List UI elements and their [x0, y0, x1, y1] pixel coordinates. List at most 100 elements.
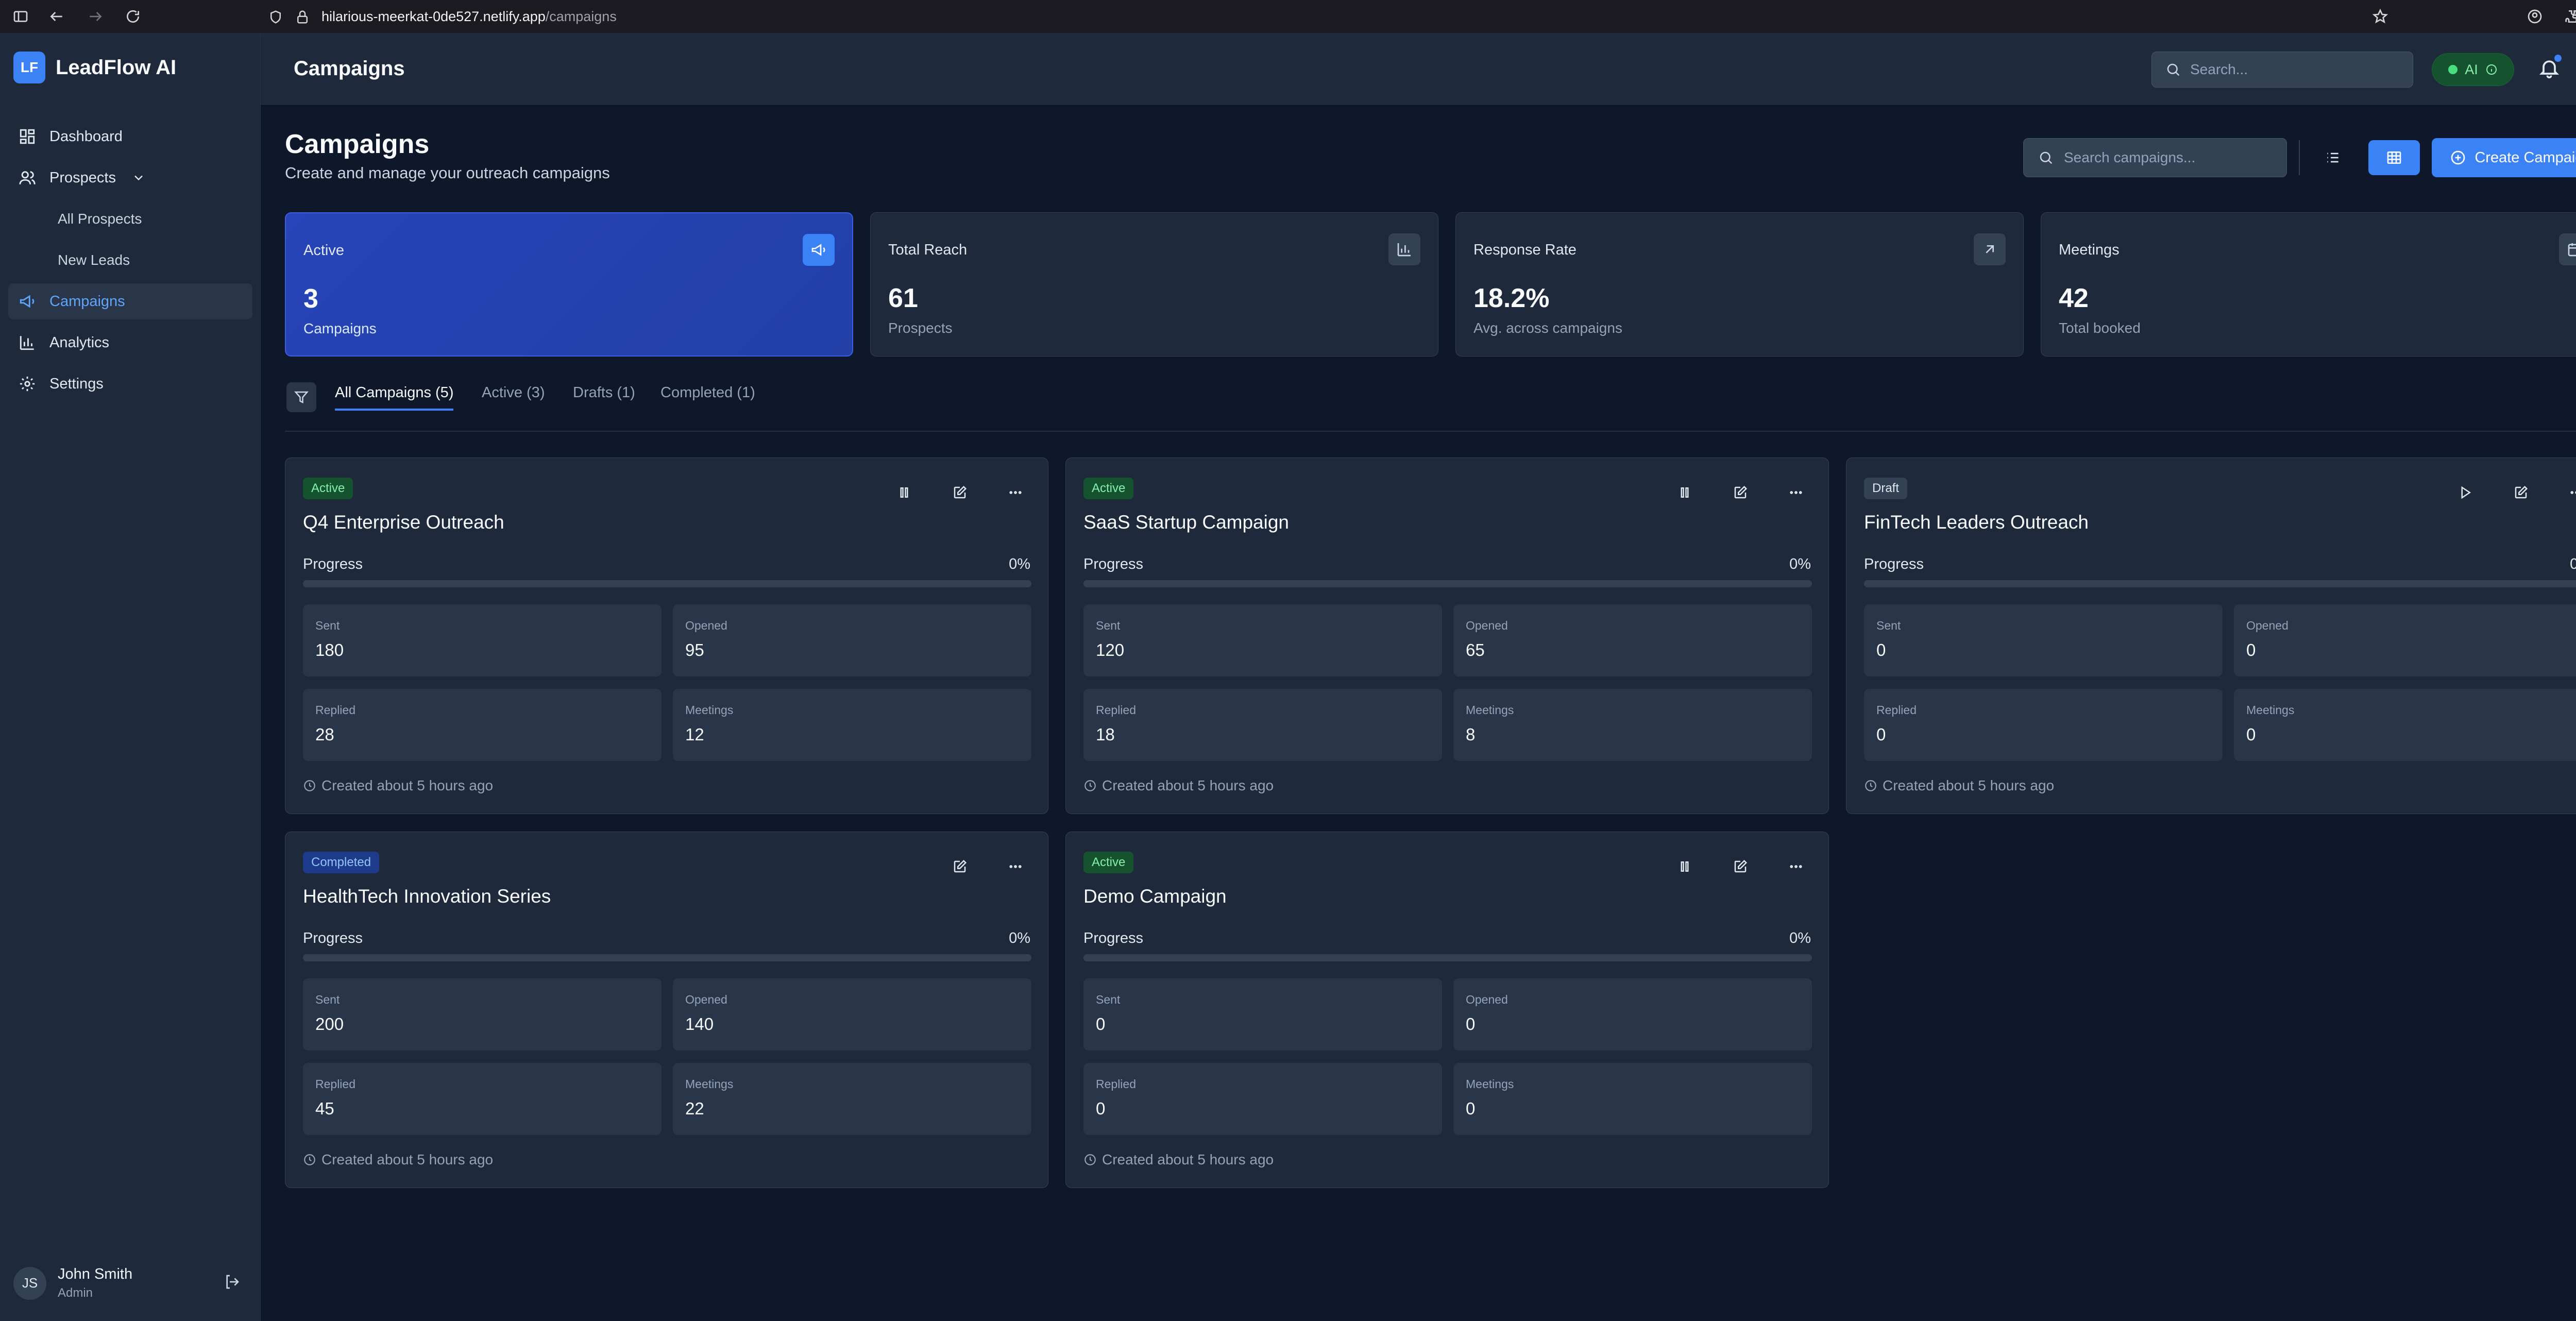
metric-label: Sent	[1876, 619, 1901, 632]
pause-button[interactable]	[1670, 478, 1700, 507]
global-search-input[interactable]: Search...	[2151, 52, 2413, 88]
sidebar-item-campaigns[interactable]: Campaigns	[8, 283, 252, 319]
metric-meetings: Meetings 22	[673, 1063, 1031, 1135]
sidebar-item-dashboard[interactable]: Dashboard	[8, 118, 252, 155]
progress-bar	[1083, 954, 1812, 961]
forward-icon[interactable]	[85, 6, 106, 27]
metric-label: Opened	[1466, 619, 1508, 632]
campaign-name[interactable]: Q4 Enterprise Outreach	[303, 512, 504, 533]
more-horizontal-icon	[1790, 865, 1802, 868]
reload-icon[interactable]	[123, 6, 143, 27]
url-host: hilarious-meerkat-0de527.netlify.app	[321, 9, 546, 24]
progress-value: 0%	[1009, 556, 1030, 572]
edit-button[interactable]	[945, 852, 975, 882]
sidebar-item-all-prospects[interactable]: All Prospects	[8, 201, 252, 237]
sidebar-toggle-icon[interactable]	[10, 6, 31, 27]
extensions-icon[interactable]	[2561, 6, 2576, 27]
metric-label: Sent	[1096, 619, 1121, 632]
stat-sub: Avg. across campaigns	[1473, 320, 1622, 336]
grid-view-button[interactable]	[2368, 140, 2420, 175]
edit-icon	[1734, 485, 1748, 499]
stat-card-total-reach[interactable]: Total Reach 61 Prospects	[870, 212, 1438, 357]
campaign-card[interactable]: Active Q4 Enterprise Outreach Progress 0…	[285, 458, 1048, 814]
created-text: Created about 5 hours ago	[321, 777, 494, 793]
stat-card-response-rate[interactable]: Response Rate 18.2% Avg. across campaign…	[1455, 212, 2024, 357]
campaign-name[interactable]: SaaS Startup Campaign	[1083, 512, 1290, 533]
campaign-name[interactable]: FinTech Leaders Outreach	[1864, 512, 2089, 533]
metric-label: Meetings	[685, 703, 734, 717]
tab-completed[interactable]: Completed (1)	[660, 384, 755, 401]
campaign-card[interactable]: Completed HealthTech Innovation Series P…	[285, 832, 1048, 1188]
edit-button[interactable]	[1725, 852, 1755, 882]
edit-button[interactable]	[1725, 478, 1755, 507]
progress-value: 0%	[1789, 556, 1811, 572]
clock-icon	[1084, 780, 1096, 791]
brand[interactable]: LF LeadFlow AI	[13, 52, 176, 83]
notifications-button[interactable]	[2538, 55, 2562, 82]
avatar[interactable]: JS	[13, 1266, 46, 1300]
lock-icon	[297, 10, 308, 23]
stat-label: Total Reach	[888, 242, 968, 258]
sidebar-item-prospects[interactable]: Prospects	[8, 160, 252, 196]
play-button[interactable]	[2450, 478, 2480, 507]
edit-button[interactable]	[2506, 478, 2536, 507]
sidebar-nav: Dashboard Prospects All Prospects New Le…	[8, 118, 252, 407]
status-badge: Active	[1083, 852, 1134, 873]
clock-icon	[1084, 1154, 1096, 1165]
metric-label: Sent	[315, 993, 340, 1006]
stat-card-meetings[interactable]: Meetings 42 Total booked	[2041, 212, 2576, 357]
more-options-button[interactable]	[1001, 852, 1030, 882]
clock-icon	[304, 1154, 315, 1165]
ai-status-toggle[interactable]: AI	[2432, 53, 2514, 86]
back-icon[interactable]	[46, 6, 67, 27]
card-actions	[945, 852, 1030, 882]
metric-replied: Replied 18	[1083, 689, 1442, 761]
campaign-name[interactable]: Demo Campaign	[1083, 886, 1227, 907]
campaign-search-input[interactable]: Search campaigns...	[2023, 138, 2287, 177]
metric-opened: Opened 140	[673, 978, 1031, 1051]
metric-label: Sent	[1096, 993, 1121, 1006]
logout-button[interactable]	[224, 1274, 240, 1293]
metric-sent: Sent 0	[1864, 604, 2223, 676]
pause-button[interactable]	[1670, 852, 1700, 882]
edit-icon	[954, 485, 967, 499]
more-options-button[interactable]	[1781, 852, 1811, 882]
edit-button[interactable]	[945, 478, 975, 507]
filter-button[interactable]	[286, 382, 316, 412]
pause-button[interactable]	[889, 478, 919, 507]
list-view-button[interactable]	[2307, 140, 2359, 175]
tab-all-campaigns[interactable]: All Campaigns (5)	[335, 384, 454, 411]
sidebar-item-settings[interactable]: Settings	[8, 366, 252, 402]
metric-replied: Replied 45	[303, 1063, 662, 1135]
stat-sub: Prospects	[888, 320, 953, 336]
more-options-button[interactable]	[1001, 478, 1030, 507]
progress-bar	[1864, 580, 2576, 587]
more-options-button[interactable]	[1781, 478, 1811, 507]
create-campaign-label: Create Campaign	[2475, 149, 2576, 166]
campaign-name[interactable]: HealthTech Innovation Series	[303, 886, 551, 907]
bookmark-star-icon[interactable]	[2370, 6, 2391, 27]
account-icon[interactable]	[2524, 6, 2545, 27]
metric-opened: Opened 0	[2234, 604, 2576, 676]
more-options-button[interactable]	[2562, 478, 2576, 507]
campaign-card[interactable]: Active SaaS Startup Campaign Progress 0%…	[1065, 458, 1829, 814]
play-icon	[2461, 486, 2471, 499]
campaign-card[interactable]: Draft FinTech Leaders Outreach Progress …	[1846, 458, 2576, 814]
user-role: Admin	[58, 1286, 93, 1300]
calendar-icon	[2559, 233, 2576, 265]
campaign-card[interactable]: Active Demo Campaign Progress 0% Sent 0 …	[1065, 832, 1829, 1188]
sidebar-item-new-leads[interactable]: New Leads	[8, 242, 252, 278]
metric-label: Meetings	[1466, 1077, 1514, 1091]
filter-icon	[294, 391, 309, 404]
address-bar[interactable]: hilarious-meerkat-0de527.netlify.app/cam…	[268, 0, 617, 33]
shield-icon	[270, 10, 281, 24]
create-campaign-button[interactable]: Create Campaign	[2432, 138, 2576, 177]
stat-value: 18.2%	[1473, 283, 1550, 313]
stat-card-active[interactable]: Active 3 Campaigns	[285, 212, 853, 357]
more-horizontal-icon	[1009, 865, 1022, 868]
tab-active[interactable]: Active (3)	[482, 384, 545, 401]
sidebar-item-analytics[interactable]: Analytics	[8, 325, 252, 361]
tab-drafts[interactable]: Drafts (1)	[573, 384, 635, 401]
progress-label: Progress	[1083, 556, 1144, 572]
metric-value: 95	[685, 640, 704, 659]
